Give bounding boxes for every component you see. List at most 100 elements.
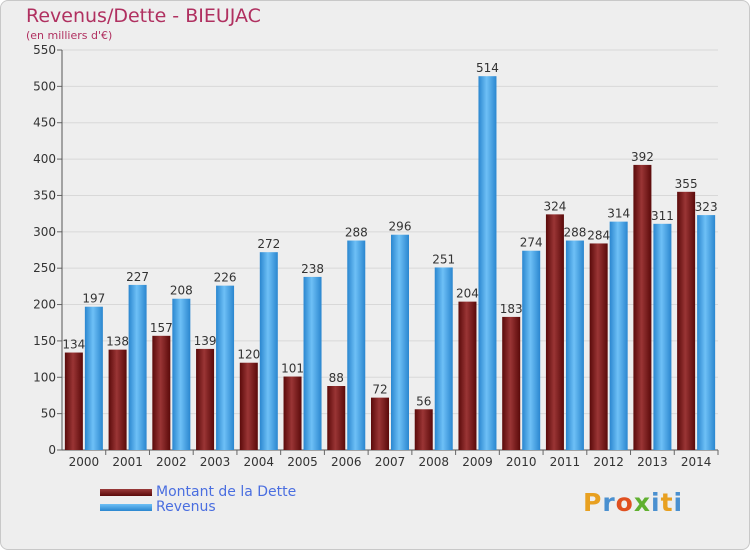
logo-letter: i: [673, 488, 684, 517]
data-label-revenus: 226: [214, 271, 237, 285]
bar-dette: [589, 243, 608, 450]
data-label-dette: 392: [631, 150, 654, 164]
logo-letter: P: [583, 488, 603, 517]
y-tick-label: 100: [33, 370, 56, 384]
logo-letter: o: [615, 488, 634, 517]
x-tick-label: 2000: [69, 455, 100, 469]
x-tick-label: 2008: [418, 455, 449, 469]
x-tick-label: 2013: [637, 455, 668, 469]
bar-revenus: [84, 306, 103, 450]
y-tick-label: 250: [33, 261, 56, 275]
data-label-dette: 72: [372, 383, 387, 397]
data-label-revenus: 296: [389, 220, 412, 234]
data-label-dette: 88: [329, 371, 344, 385]
bar-dette: [108, 349, 127, 450]
logo-letter: t: [660, 488, 674, 517]
logo-letter: i: [651, 488, 661, 517]
bar-dette: [239, 362, 258, 450]
bar-revenus: [609, 221, 628, 450]
data-label-revenus: 272: [257, 237, 280, 251]
bar-revenus: [434, 267, 453, 450]
data-label-dette: 120: [237, 348, 260, 362]
data-label-revenus: 227: [126, 270, 149, 284]
y-tick-label: 300: [33, 225, 56, 239]
data-label-revenus: 238: [301, 262, 324, 276]
bar-dette: [414, 409, 433, 450]
proxiti-logo: Proxiti: [583, 488, 683, 517]
x-tick-label: 2001: [112, 455, 143, 469]
bar-dette: [283, 376, 302, 450]
bar-revenus: [347, 240, 366, 450]
y-tick-label: 0: [48, 443, 56, 457]
bar-dette: [196, 348, 215, 450]
y-tick-label: 550: [33, 43, 56, 57]
bar-dette: [502, 316, 521, 450]
data-label-dette: 101: [281, 362, 304, 376]
data-label-dette: 138: [106, 335, 129, 349]
legend-swatch-revenus: [100, 504, 152, 511]
chart-title: Revenus/Dette - BIEUJAC: [26, 5, 261, 27]
x-tick-label: 2007: [375, 455, 406, 469]
data-label-dette: 56: [416, 394, 431, 408]
data-label-dette: 324: [543, 199, 566, 213]
x-tick-label: 2009: [462, 455, 493, 469]
bar-revenus: [565, 240, 584, 450]
bar-revenus: [259, 252, 278, 450]
data-label-dette: 355: [675, 177, 698, 191]
bar-dette: [64, 352, 83, 450]
bar-dette: [371, 397, 389, 450]
x-tick-label: 2012: [593, 455, 624, 469]
bar-revenus: [216, 285, 235, 450]
bar-dette: [545, 214, 564, 450]
bar-revenus: [653, 223, 672, 450]
bar-dette: [677, 191, 696, 450]
logo-letter: x: [633, 488, 651, 517]
legend-label-revenus: Revenus: [156, 499, 216, 515]
data-label-revenus: 208: [170, 284, 193, 298]
x-tick-label: 2006: [331, 455, 362, 469]
data-label-revenus: 323: [695, 200, 718, 214]
data-label-revenus: 274: [520, 236, 543, 250]
bar-dette: [633, 164, 652, 450]
y-tick-label: 150: [33, 334, 56, 348]
legend-label-dette: Montant de la Dette: [156, 484, 297, 500]
y-tick-label: 450: [33, 116, 56, 130]
y-tick-label: 400: [33, 152, 56, 166]
y-tick-label: 50: [41, 407, 56, 421]
y-tick-label: 350: [33, 188, 56, 202]
x-tick-label: 2004: [244, 455, 275, 469]
data-label-revenus: 288: [345, 226, 368, 240]
x-tick-label: 2003: [200, 455, 231, 469]
data-label-revenus: 197: [82, 292, 105, 306]
legend-swatch-dette: [100, 489, 152, 496]
data-label-revenus: 314: [607, 207, 630, 221]
data-label-revenus: 288: [563, 226, 586, 240]
data-label-dette: 134: [62, 338, 85, 352]
data-label-dette: 157: [150, 321, 173, 335]
bar-revenus: [522, 250, 541, 450]
bar-revenus: [172, 298, 191, 450]
logo-letter: r: [602, 488, 616, 517]
data-label-dette: 204: [456, 287, 479, 301]
data-label-dette: 139: [194, 334, 217, 348]
data-label-dette: 183: [500, 302, 523, 316]
bar-revenus: [303, 276, 322, 450]
bar-revenus: [128, 284, 147, 450]
plot-area: [62, 50, 718, 450]
x-tick-label: 2010: [506, 455, 537, 469]
y-tick-label: 500: [33, 79, 56, 93]
y-tick-label: 200: [33, 298, 56, 312]
data-label-revenus: 251: [432, 252, 455, 266]
x-tick-label: 2014: [681, 455, 712, 469]
data-label-dette: 284: [587, 228, 610, 242]
data-label-revenus: 311: [651, 209, 674, 223]
bar-dette: [458, 301, 477, 450]
bar-dette: [152, 335, 171, 450]
data-label-revenus: 514: [476, 61, 499, 75]
chart-subtitle: (en milliers d'€): [26, 29, 113, 42]
x-tick-label: 2002: [156, 455, 187, 469]
bar-dette: [327, 386, 346, 450]
bar-revenus: [697, 215, 716, 450]
x-tick-label: 2011: [550, 455, 581, 469]
